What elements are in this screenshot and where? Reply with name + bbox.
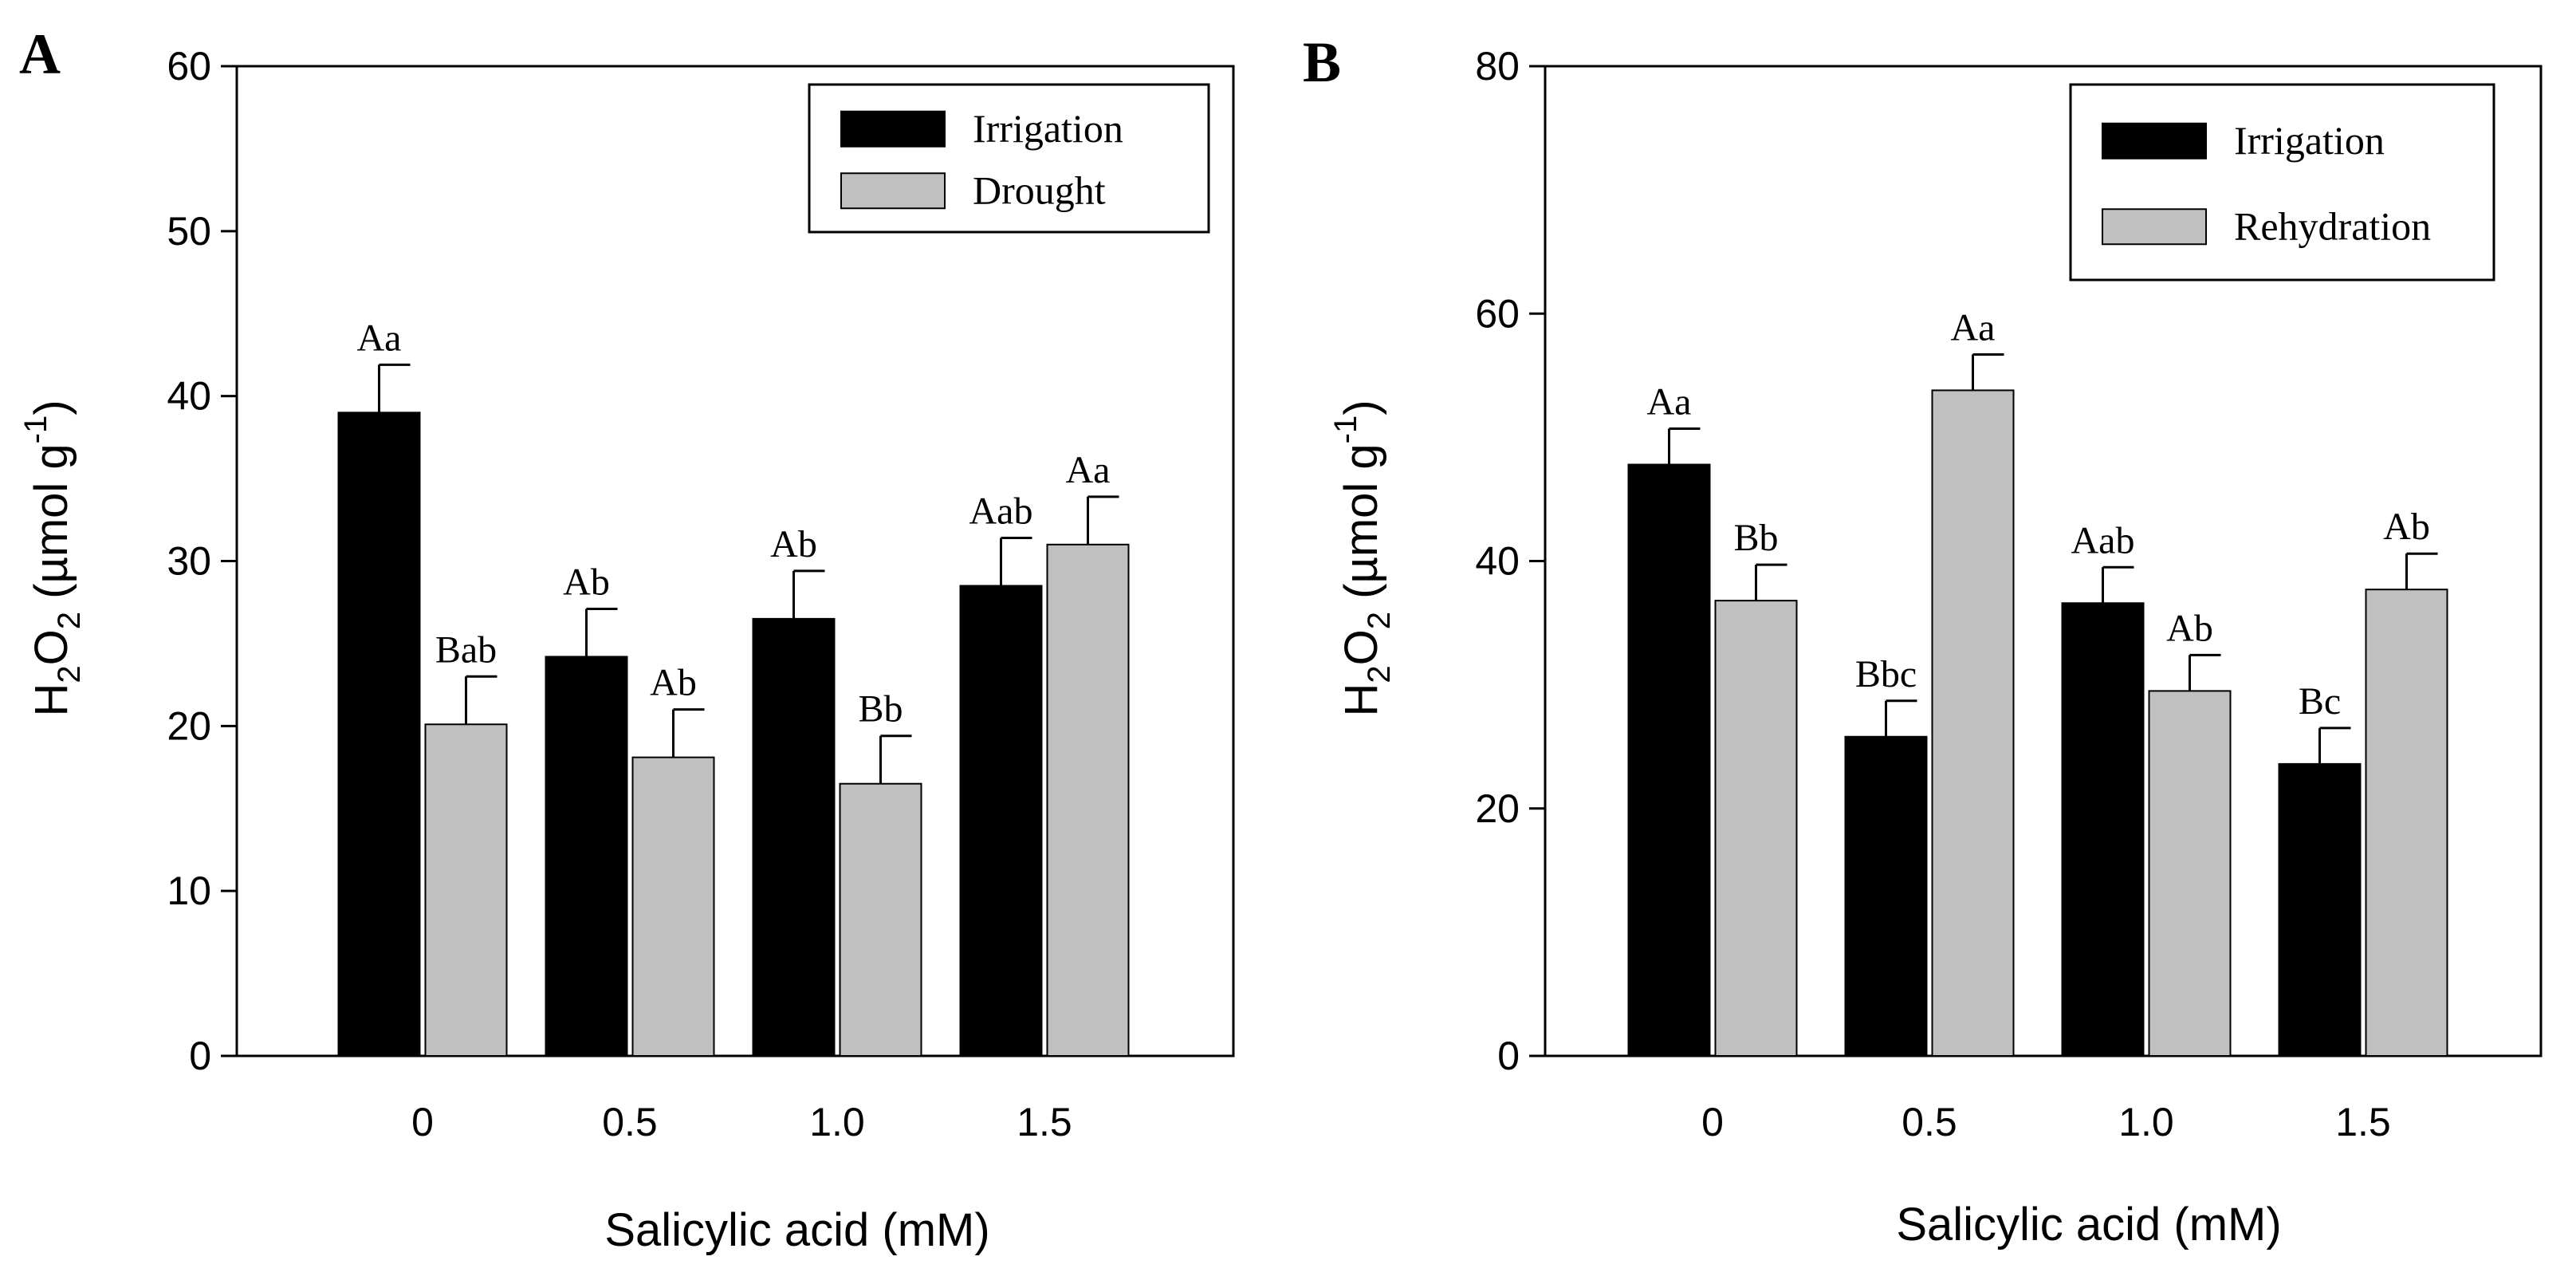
significance-label: Bc [2299, 680, 2341, 723]
y-axis-label: H2O2 (µmol g-1) [1328, 400, 1397, 716]
significance-label: Ab [770, 523, 817, 565]
significance-label: Aa [1066, 449, 1111, 491]
x-tick-label: 0 [1701, 1100, 1724, 1144]
legend-label: Irrigation [973, 106, 1123, 151]
bar [839, 782, 922, 1057]
significance-label: Aa [357, 317, 402, 359]
chart-panel-a: A 0 10 20 30 40 50 60 H2O2 (µmol g-1) Salicylic a… [18, 22, 1235, 1256]
legend-label: Drought [973, 167, 1106, 212]
significance-label: Bab [435, 628, 497, 671]
significance-label: Ab [2383, 506, 2430, 548]
legend-label: Rehydration [2234, 203, 2431, 248]
x-tick-label: 0 [411, 1100, 434, 1144]
significance-label: Aa [1647, 381, 1692, 423]
x-tick-label: 1.5 [2335, 1100, 2391, 1144]
panel-label: A [19, 22, 61, 86]
significance-label: Bbc [1855, 653, 1917, 695]
x-tick-label: 1.0 [2118, 1100, 2174, 1144]
legend-label: Irrigation [2234, 118, 2385, 163]
legend-swatch [2102, 208, 2207, 246]
legend-box [2069, 83, 2495, 282]
y-tick-label: 0 [1497, 1034, 1520, 1078]
bar [959, 585, 1043, 1057]
bar [1714, 600, 1798, 1057]
bar [2061, 602, 2145, 1057]
legend-swatch [2102, 122, 2207, 160]
chart-panel-b: B 0 20 40 60 80 H2O2 (µmol g-1) Salicylic acid … [1303, 30, 2543, 1250]
bar [1931, 389, 2015, 1057]
y-tick-label: 40 [1475, 539, 1520, 584]
y-tick-label: 0 [189, 1034, 211, 1078]
panel-label: B [1303, 30, 1341, 94]
y-axis-label: H2O2 (µmol g-1) [18, 400, 87, 716]
significance-label: Aab [969, 490, 1033, 533]
bar [2278, 762, 2362, 1057]
x-tick-label: 1.5 [1017, 1100, 1072, 1144]
y-tick-label: 20 [1475, 786, 1520, 831]
y-tick-label: 60 [167, 44, 211, 89]
y-tick-label: 80 [1475, 44, 1520, 89]
legend: Irrigation Rehydration [2069, 83, 2495, 282]
bar [424, 723, 508, 1057]
y-tick-label: 30 [167, 539, 211, 584]
significance-label: Aab [2071, 519, 2135, 561]
y-tick-label: 60 [1475, 291, 1520, 336]
legend: Irrigation Drought [808, 83, 1210, 234]
significance-label: Bb [858, 688, 903, 731]
bar [2148, 690, 2232, 1057]
x-tick-label: 1.0 [809, 1100, 865, 1144]
legend-swatch [840, 172, 946, 210]
legend-swatch [840, 110, 946, 148]
y-tick-label: 10 [167, 868, 211, 913]
bar [1627, 463, 1711, 1057]
significance-label: Bb [1733, 517, 1778, 559]
y-tick-label: 20 [167, 703, 211, 748]
x-axis-label: Salicylic acid (mM) [604, 1204, 989, 1256]
bar [337, 412, 421, 1057]
x-axis-label: Salicylic acid (mM) [1896, 1199, 2281, 1250]
y-tick-label: 40 [167, 374, 211, 419]
bar [752, 617, 836, 1057]
significance-label: Ab [2166, 607, 2213, 649]
y-tick-label: 50 [167, 209, 211, 254]
bar [2365, 589, 2448, 1057]
x-tick-label: 0.5 [602, 1100, 658, 1144]
bar [1844, 735, 1928, 1057]
bar [545, 656, 628, 1057]
x-tick-label: 0.5 [1902, 1100, 1957, 1144]
significance-label: Ab [650, 662, 697, 704]
significance-label: Aa [1951, 306, 1996, 349]
bar [1046, 543, 1130, 1057]
significance-label: Ab [563, 561, 610, 603]
bar [631, 756, 715, 1057]
